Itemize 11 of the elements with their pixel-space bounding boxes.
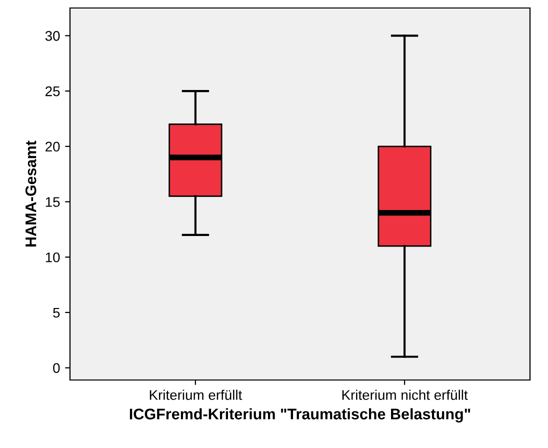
y-tick-label: 20 <box>46 142 60 152</box>
y-tick-label: 5 <box>53 308 60 318</box>
y-tick-label: 0 <box>53 363 60 373</box>
y-tick-label: 15 <box>46 197 60 207</box>
y-tick-label: 25 <box>46 86 60 96</box>
x-axis-title: ICGFremd-Kriterium "Traumatische Belastung" <box>130 408 470 423</box>
x-tick-label: Kriterium erfüllt <box>150 390 242 400</box>
y-tick-label: 10 <box>46 252 60 262</box>
y-tick-label: 30 <box>45 31 60 41</box>
x-tick-label: Kriterium nicht erfüllt <box>342 390 468 400</box>
y-axis-title: HAMA-Gesamt <box>25 140 36 246</box>
